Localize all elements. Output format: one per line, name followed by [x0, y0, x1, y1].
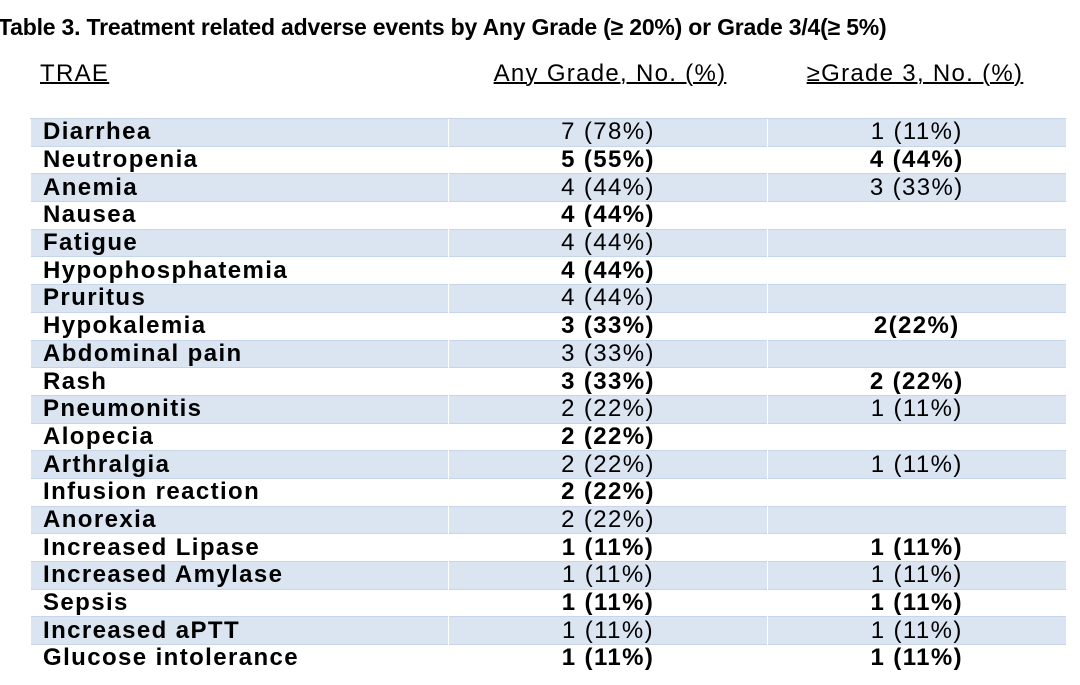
table-row: Anemia 4 (44%) 3 (33%)	[30, 173, 1066, 202]
table-cell: Nausea	[30, 201, 449, 230]
table-cell: 1 (11%)	[448, 616, 768, 645]
table-cell: Anemia	[30, 173, 449, 202]
table-cell: 1 (11%)	[767, 533, 1066, 562]
table-cell: 3 (33%)	[767, 173, 1066, 202]
table-cell	[767, 505, 1066, 534]
table-cell	[767, 477, 1066, 507]
table-cell	[767, 228, 1066, 257]
table-row: Diarrhea 7 (78%) 1 (11%)	[30, 118, 1066, 147]
table-cell: 2 (22%)	[448, 422, 768, 451]
table-cell	[767, 422, 1066, 451]
table-cell: 2(22%)	[767, 311, 1066, 340]
table-cell: 1 (11%)	[767, 616, 1066, 645]
table-cell: 1 (11%)	[767, 118, 1066, 147]
table-row: Infusion reaction 2 (22%)	[30, 477, 1066, 507]
table-cell: 1 (11%)	[767, 644, 1066, 672]
table-cell: Fatigue	[30, 228, 449, 257]
table-cell: 2 (22%)	[448, 477, 768, 507]
table-cell: 7 (78%)	[448, 118, 768, 147]
table-cell: 1 (11%)	[767, 394, 1066, 424]
table-cell: Anorexia	[30, 505, 449, 534]
table-row: Alopecia 2 (22%)	[30, 422, 1066, 451]
table-title: Table 3. Treatment related adverse event…	[0, 14, 887, 40]
table-cell: 2 (22%)	[448, 450, 768, 479]
table-row: Pneumonitis 2 (22%) 1 (11%)	[30, 394, 1066, 424]
table-cell: Increased Lipase	[30, 533, 449, 562]
table-header: TRAE Any Grade, No. (%) ≥Grade 3, No. (%…	[30, 60, 1065, 118]
table-cell: Rash	[30, 367, 449, 396]
table-row: Abdominal pain 3 (33%)	[30, 339, 1066, 368]
table-cell: 4 (44%)	[448, 173, 768, 202]
header-cell: ≥Grade 3, No. (%)	[806, 60, 1024, 87]
table-cell: Glucose intolerance	[30, 644, 449, 672]
table-cell: Increased aPTT	[30, 616, 449, 645]
table-cell: Infusion reaction	[30, 477, 449, 507]
table-cell: Pneumonitis	[30, 394, 449, 424]
table-row: Rash 3 (33%) 2 (22%)	[30, 367, 1066, 396]
table-cell: Arthralgia	[30, 450, 449, 479]
table-cell: 1 (11%)	[448, 533, 768, 562]
table-cell: 2 (22%)	[448, 394, 768, 424]
table-cell	[767, 201, 1066, 230]
table-cell	[767, 256, 1066, 285]
table-row: Pruritus 4 (44%)	[30, 284, 1066, 313]
table-cell: 4 (44%)	[448, 228, 768, 257]
table-cell: 4 (44%)	[448, 201, 768, 230]
table-row: Sepsis 1 (11%) 1 (11%)	[30, 588, 1066, 617]
data-table: Diarrhea 7 (78%) 1 (11%) Neutropenia 5 (55%)…	[30, 118, 1066, 672]
table-cell: 1 (11%)	[767, 450, 1066, 479]
table-cell: Hypokalemia	[30, 311, 449, 340]
table-row: Neutropenia 5 (55%) 4 (44%)	[30, 145, 1066, 174]
table-cell: Neutropenia	[30, 145, 449, 174]
table-cell: Diarrhea	[30, 118, 449, 147]
table-cell: Pruritus	[30, 284, 449, 313]
table-cell: 2 (22%)	[448, 505, 768, 534]
table-row: Glucose intolerance 1 (11%) 1 (11%)	[30, 644, 1066, 672]
table-cell: Sepsis	[30, 588, 449, 617]
table-cell	[767, 339, 1066, 368]
header-cell: TRAE	[40, 60, 110, 87]
table-row: Anorexia 2 (22%)	[30, 505, 1066, 534]
table-cell: 1 (11%)	[448, 644, 768, 672]
table-cell: 5 (55%)	[448, 145, 768, 174]
table-row: Hypophosphatemia 4 (44%)	[30, 256, 1066, 285]
table-row: Increased aPTT 1 (11%) 1 (11%)	[30, 616, 1066, 645]
table-row: Increased Amylase 1 (11%) 1 (11%)	[30, 561, 1066, 590]
table-cell: 1 (11%)	[448, 561, 768, 590]
table-cell: 4 (44%)	[767, 145, 1066, 174]
table-cell: 4 (44%)	[448, 256, 768, 285]
table-row: Fatigue 4 (44%)	[30, 228, 1066, 257]
table-cell: Increased Amylase	[30, 561, 449, 590]
table-cell: 3 (33%)	[448, 367, 768, 396]
table-row: Hypokalemia 3 (33%) 2(22%)	[30, 311, 1066, 340]
table-cell: Hypophosphatemia	[30, 256, 449, 285]
table-cell: 2 (22%)	[767, 367, 1066, 396]
table-cell: 1 (11%)	[767, 561, 1066, 590]
table-cell: 3 (33%)	[448, 311, 768, 340]
table-cell: Abdominal pain	[30, 339, 449, 368]
table-cell: 4 (44%)	[448, 284, 768, 313]
table-row: Increased Lipase 1 (11%) 1 (11%)	[30, 533, 1066, 562]
table-row: Nausea 4 (44%)	[30, 201, 1066, 230]
table-cell	[767, 284, 1066, 313]
header-cell: Any Grade, No. (%)	[493, 60, 727, 87]
table-row: Arthralgia 2 (22%) 1 (11%)	[30, 450, 1066, 479]
table-cell: 1 (11%)	[448, 588, 768, 617]
table-cell: Alopecia	[30, 422, 449, 451]
table-cell: 1 (11%)	[767, 588, 1066, 617]
table-cell: 3 (33%)	[448, 339, 768, 368]
